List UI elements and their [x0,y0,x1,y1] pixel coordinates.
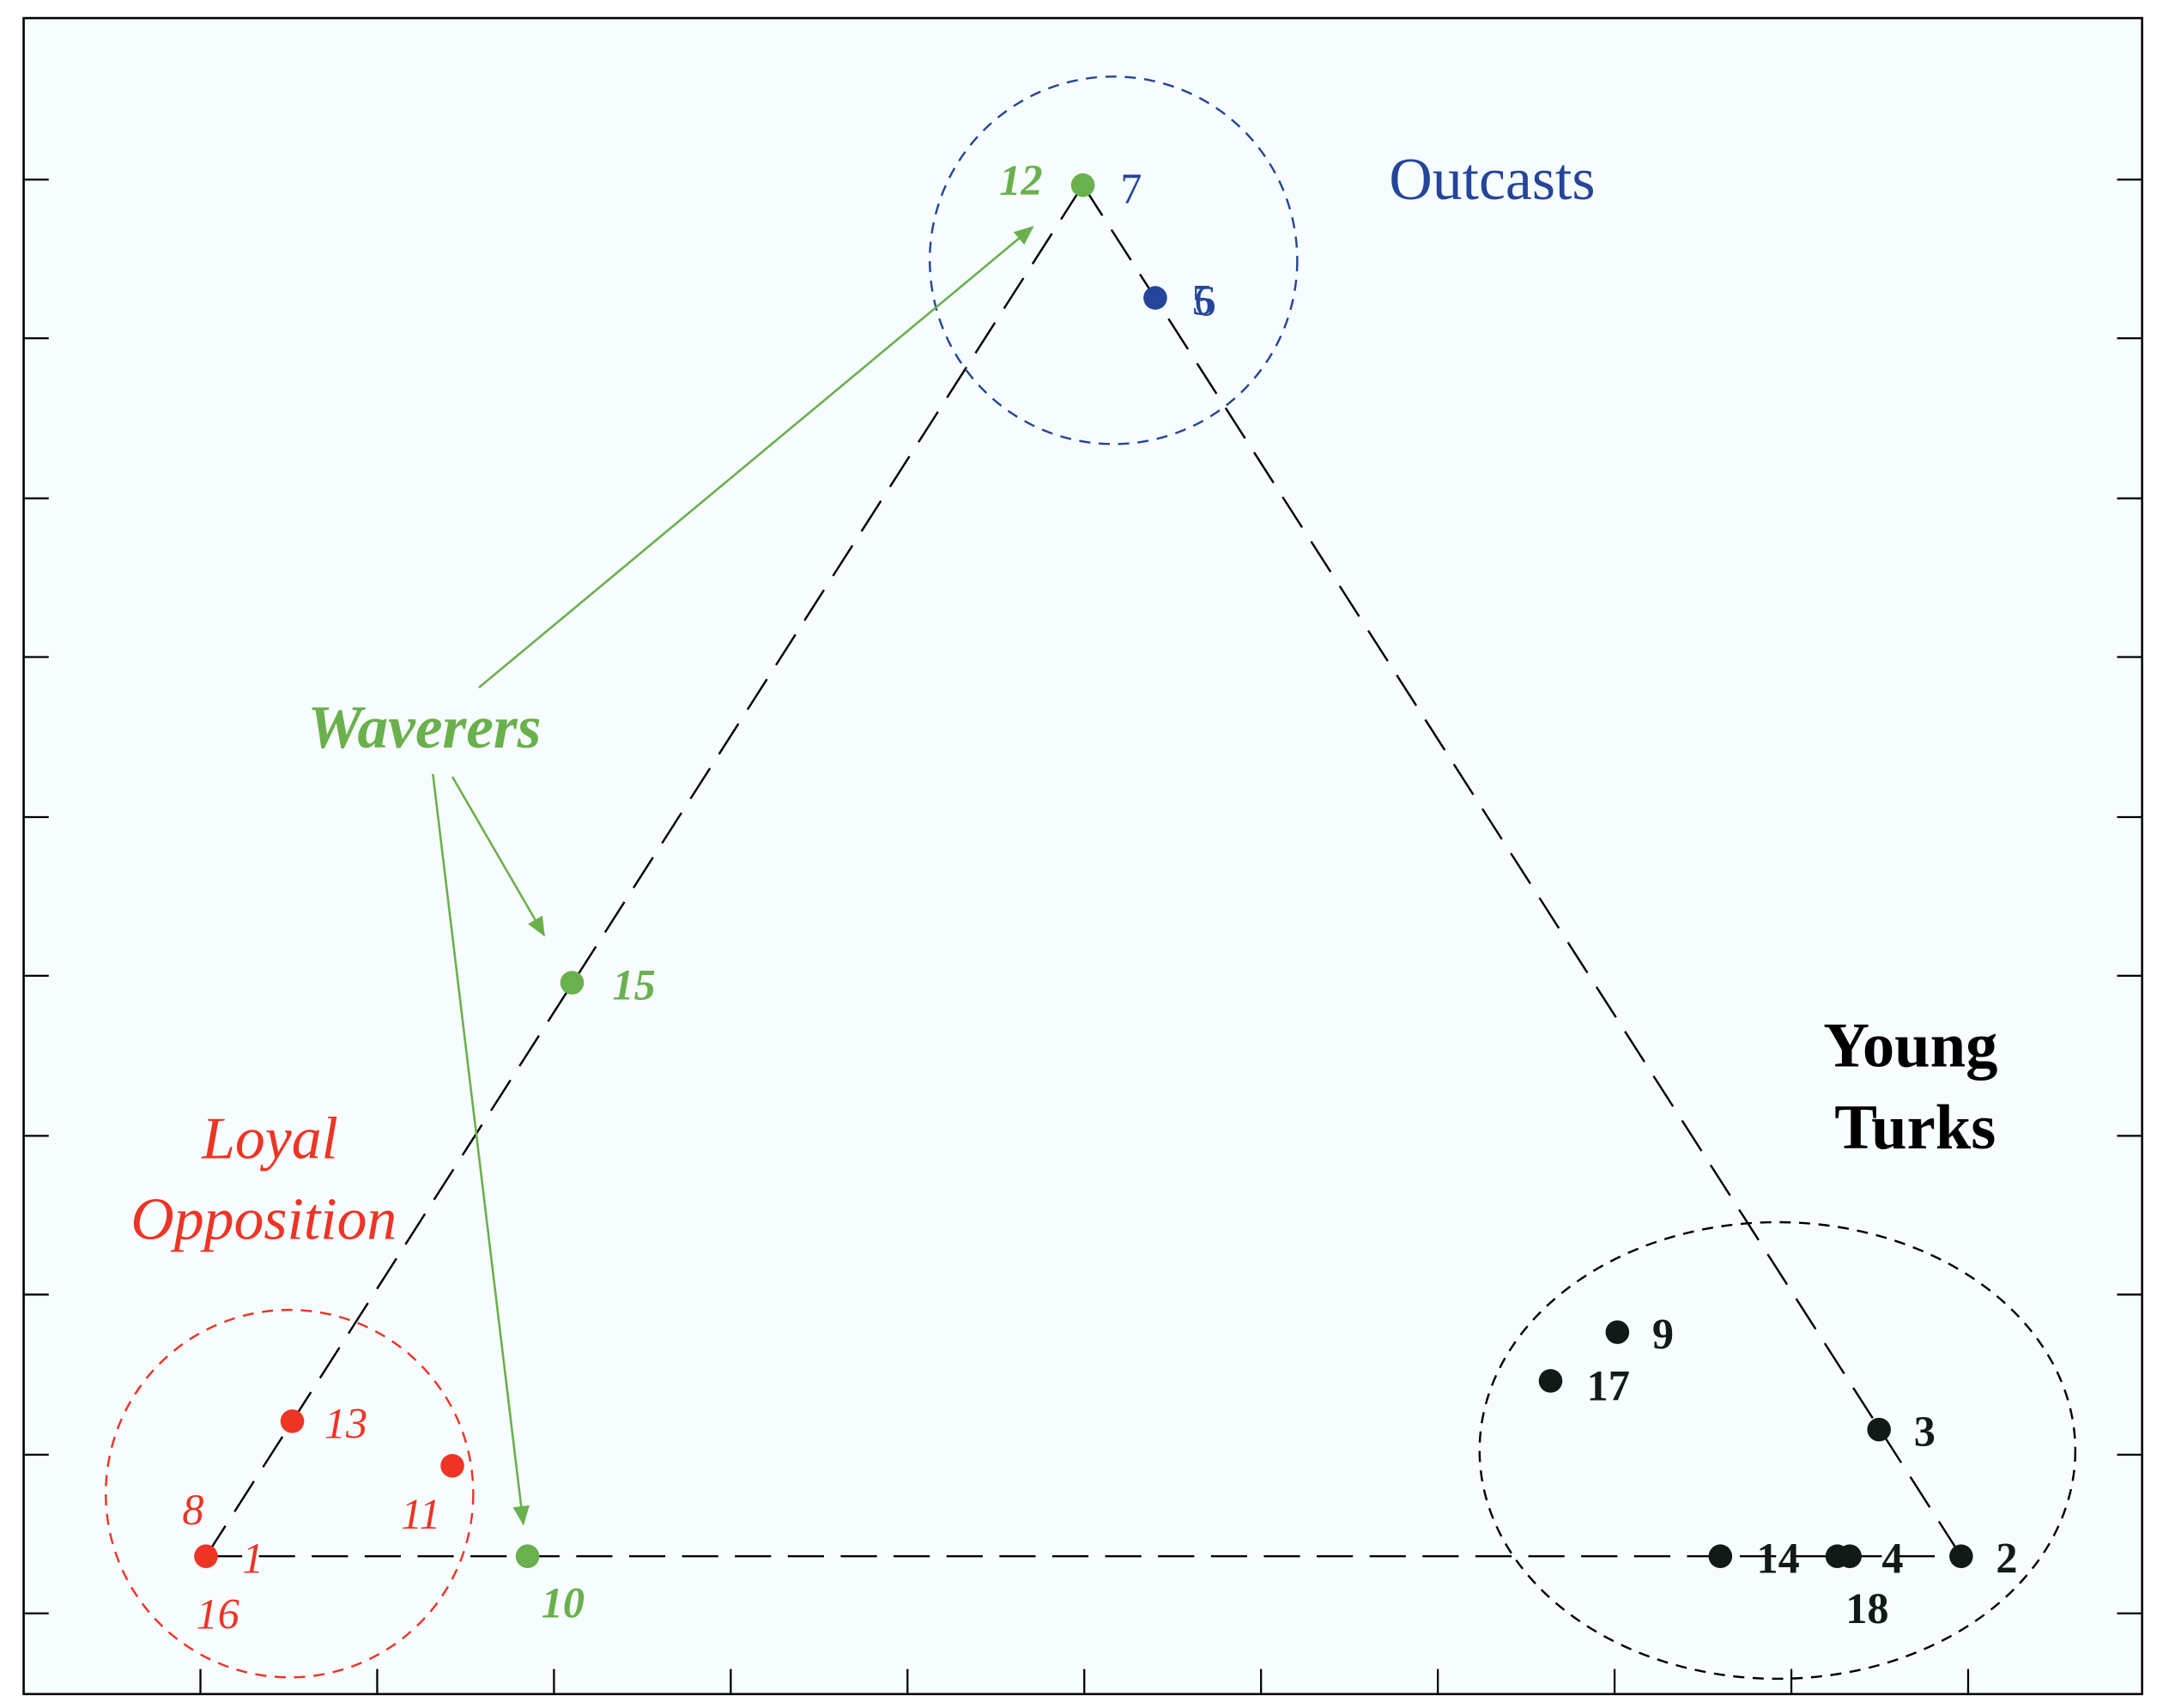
node-labels: 12 7 5 6 15 10 13 11 8 1 16 9 17 3 14 4 … [182,156,2017,1638]
node-10 [515,1544,540,1569]
node-11 [440,1454,464,1478]
label-14: 14 [1756,1535,1799,1583]
label-18: 18 [1845,1584,1888,1632]
node-3 [1867,1417,1891,1442]
outcasts-label: Outcasts [1389,147,1595,213]
arrow-to-12 [478,226,1034,689]
node-17 [1538,1369,1563,1393]
triangle-edges [204,185,1962,1558]
loyal-opposition-circle [105,1308,475,1679]
arrow-to-10 [432,773,530,1526]
arrow-to-15 [451,776,546,937]
loyal-opposition-label-line1: Loyal [201,1105,338,1172]
plot-area [22,16,2143,1696]
node-1 [194,1544,218,1569]
label-9: 9 [1652,1311,1674,1359]
loyal-opposition-label-line2: Opposition [130,1186,397,1252]
node-15 [560,971,585,995]
label-13: 13 [324,1399,367,1447]
label-17: 17 [1587,1362,1630,1410]
bottom-axis-ticks [199,1669,1970,1694]
node-4b [1838,1544,1862,1569]
label-2: 2 [1996,1535,2017,1583]
waverers-arrows [432,226,1034,1526]
node-9 [1605,1320,1630,1344]
outcasts-circle [929,75,1299,445]
label-4: 4 [1881,1535,1903,1583]
right-axis-ticks [2117,179,2142,1614]
label-12: 12 [999,156,1042,204]
young-turks-circle [1478,1220,2077,1681]
label-1: 1 [242,1535,264,1583]
label-11: 11 [401,1490,441,1538]
node-14 [1708,1544,1733,1569]
node-13 [280,1409,305,1433]
young-turks-label-line2: Turks [1834,1093,1996,1163]
waverers-label: Waverers [307,693,541,761]
label-10: 10 [542,1579,585,1627]
label-5: 5 [1191,276,1213,324]
label-16: 16 [197,1590,239,1638]
label-3: 3 [1914,1408,1936,1456]
node-12 [1070,173,1095,197]
edge-1-to-12 [204,185,1084,1557]
label-7: 7 [1120,165,1142,213]
node-5 [1143,286,1167,310]
edge-12-to-2 [1082,185,1962,1557]
young-turks-label-line1: Young [1823,1010,1997,1081]
left-axis-ticks [23,179,49,1614]
label-6: 6 [1194,277,1215,325]
nodes [194,173,1973,1569]
node-2 [1949,1544,1973,1569]
label-8: 8 [182,1486,203,1534]
label-15: 15 [613,960,656,1008]
